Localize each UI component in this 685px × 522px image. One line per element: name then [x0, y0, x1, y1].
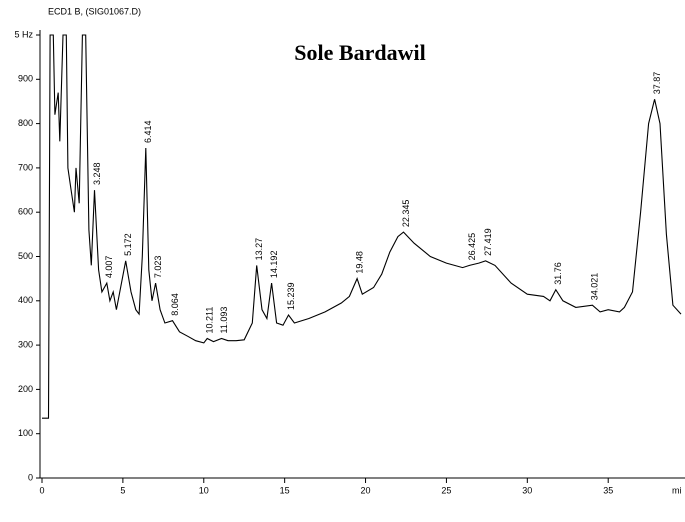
y-tick-label: 900 — [18, 74, 33, 84]
peak-label: 26.425 — [467, 233, 477, 261]
y-tick-label: 300 — [18, 339, 33, 349]
peak-label: 5.172 — [123, 233, 133, 256]
peak-label: 11.093 — [219, 307, 229, 334]
y-tick-label: 5 Hz — [14, 29, 33, 39]
peak-label: 13.27 — [254, 238, 264, 261]
y-tick-label: 200 — [18, 384, 33, 394]
peak-label: 15.239 — [286, 282, 296, 310]
x-tick-label: 5 — [120, 485, 125, 495]
peak-label: 10.211 — [205, 307, 215, 334]
x-tick-label: 0 — [39, 485, 44, 495]
peak-label: 37.87 — [652, 72, 662, 95]
peak-label: 7.023 — [153, 256, 163, 279]
x-tick-label: 35 — [603, 485, 613, 495]
trace — [42, 34, 682, 419]
x-tick-label: 15 — [280, 485, 290, 495]
peak-label: 6.414 — [143, 120, 153, 143]
chart-header: ECD1 B, (SIG01067.D) — [48, 6, 141, 16]
peak-label: 14.192 — [269, 251, 279, 279]
y-tick-label: 400 — [18, 295, 33, 305]
x-tick-label: 10 — [199, 485, 209, 495]
y-tick-label: 500 — [18, 251, 33, 261]
x-tick-label: 20 — [361, 485, 371, 495]
peak-label: 27.419 — [483, 228, 493, 256]
x-axis-label: mi — [672, 485, 682, 495]
peak-label: 3.248 — [92, 163, 102, 186]
chart-title: Sole Bardawil — [294, 40, 425, 65]
peak-label: 31.76 — [553, 262, 563, 285]
y-tick-label: 600 — [18, 207, 33, 217]
peak-label: 34.021 — [590, 273, 600, 301]
x-tick-label: 25 — [441, 485, 451, 495]
y-tick-label: 800 — [18, 118, 33, 128]
x-tick-label: 30 — [522, 485, 532, 495]
peak-label: 4.007 — [104, 256, 114, 279]
peak-label: 8.064 — [170, 293, 180, 316]
y-tick-label: 700 — [18, 162, 33, 172]
peak-label: 19.48 — [355, 251, 365, 274]
peak-label: 22.345 — [401, 200, 411, 228]
y-tick-label: 100 — [18, 428, 33, 438]
y-tick-label: 0 — [28, 472, 33, 482]
